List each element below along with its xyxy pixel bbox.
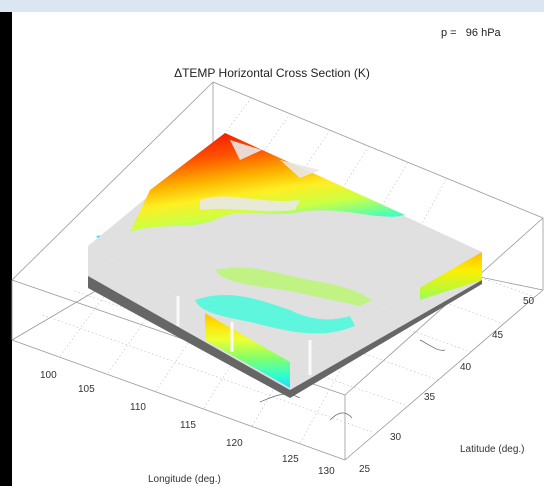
longitude-ticks: 100 105 110 115 120 125 130	[40, 370, 335, 477]
left-panel-edge	[0, 12, 12, 486]
lat-tick-label: 50	[523, 296, 535, 307]
cut-lines	[176, 296, 312, 375]
coastline-trace	[259, 339, 446, 421]
lon-tick-label: 115	[180, 420, 196, 431]
lat-tick-label: 35	[424, 392, 436, 403]
window-top-bar	[0, 0, 544, 12]
top-cold-region	[195, 294, 355, 334]
y-axis-label: Latitude (deg.)	[460, 444, 525, 455]
pressure-value: 96 hPa	[465, 27, 501, 39]
lat-tick-label: 40	[460, 362, 472, 373]
top-color-region	[130, 133, 405, 232]
chart-title: ΔTEMP Horizontal Cross Section (K)	[174, 66, 370, 80]
lon-tick-label: 110	[130, 402, 146, 413]
top-green-region	[215, 267, 372, 306]
lon-tick-label: 130	[318, 466, 335, 477]
lat-tick-label: 25	[359, 464, 371, 475]
cloud-gaps	[200, 140, 320, 212]
x-axis-label: Longitude (deg.)	[148, 474, 221, 485]
lon-tick-label: 120	[226, 438, 243, 449]
pressure-label: p =	[441, 27, 457, 39]
lon-tick-label: 100	[40, 370, 57, 381]
lon-tick-label: 105	[78, 384, 95, 395]
lon-tick-label: 125	[282, 454, 299, 465]
pressure-readout: p = 96 hPa	[441, 27, 501, 39]
lat-tick-label: 45	[492, 330, 504, 341]
latitude-ticks: 25 30 35 40 45 50	[359, 296, 535, 475]
lat-tick-label: 30	[390, 432, 402, 443]
